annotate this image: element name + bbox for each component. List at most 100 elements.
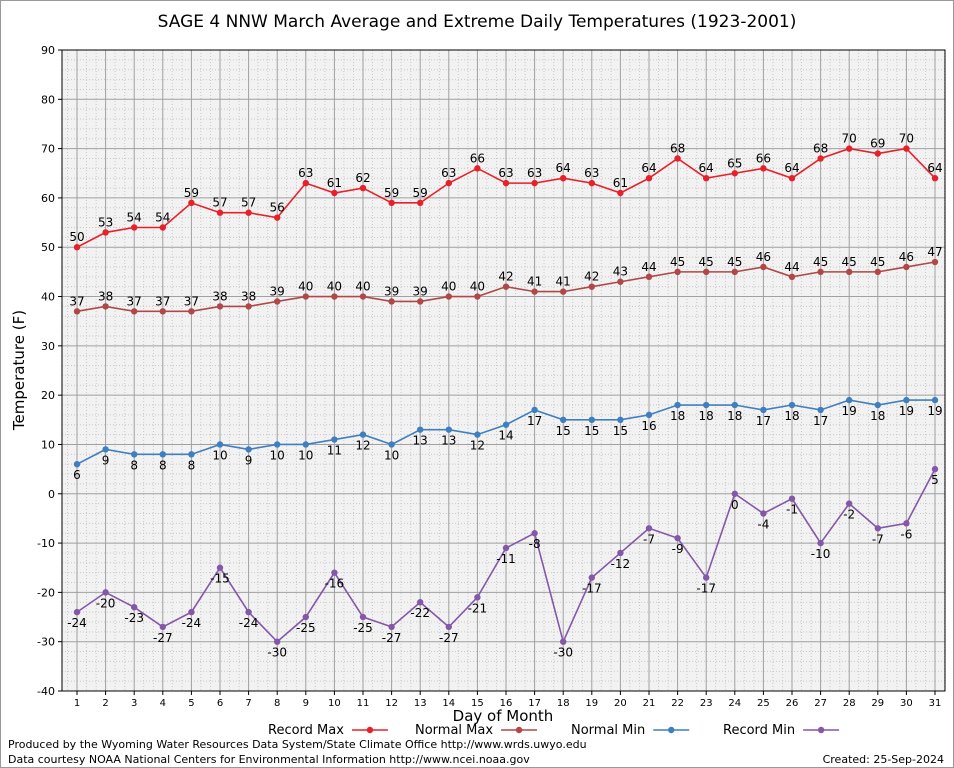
data-label: 43 [613, 265, 628, 279]
data-point [159, 308, 166, 315]
data-label: 61 [613, 176, 628, 190]
data-point [703, 401, 710, 409]
data-label: 10 [270, 448, 285, 462]
data-point [474, 165, 481, 172]
data-point [531, 406, 538, 414]
x-tick-label: 22 [671, 698, 684, 709]
data-point [245, 209, 252, 216]
data-point [588, 416, 595, 424]
data-label: 46 [899, 250, 914, 264]
y-tick-label: 90 [41, 44, 55, 57]
x-tick-label: 9 [303, 698, 309, 709]
data-point [846, 500, 853, 507]
data-label: -4 [757, 517, 769, 531]
data-point [445, 623, 452, 631]
data-label: -24 [67, 616, 87, 630]
data-label: 13 [441, 434, 456, 448]
data-label: -2 [843, 508, 855, 522]
data-point [359, 184, 367, 192]
data-label: 40 [298, 280, 313, 294]
data-label: 61 [327, 176, 342, 190]
data-label: 11 [327, 444, 342, 458]
data-label: 12 [355, 439, 370, 453]
data-point [159, 451, 166, 458]
data-point [931, 465, 939, 473]
data-label: 66 [470, 151, 485, 165]
data-label: 40 [441, 280, 456, 294]
data-label: 9 [102, 453, 110, 467]
data-point [703, 268, 710, 276]
data-label: -27 [439, 631, 459, 645]
x-tick-label: 28 [843, 698, 856, 709]
data-point [903, 145, 910, 152]
data-label: 45 [670, 255, 685, 269]
x-tick-label: 5 [188, 698, 194, 709]
data-point [417, 298, 424, 305]
data-point [645, 525, 653, 532]
data-label: 0 [731, 498, 739, 512]
y-tick-label: 60 [41, 192, 55, 205]
x-tick-label: 23 [700, 698, 713, 709]
data-label: 10 [212, 448, 227, 462]
data-label: 56 [270, 201, 285, 215]
data-point [73, 608, 81, 616]
data-label: 44 [784, 260, 799, 274]
data-label: 9 [245, 453, 253, 467]
data-point [102, 303, 109, 310]
data-label: -10 [811, 547, 831, 561]
y-tick-label: 0 [48, 488, 55, 501]
data-label: 66 [756, 151, 771, 165]
data-point [674, 401, 681, 409]
data-label: 45 [870, 255, 885, 269]
data-label: 37 [69, 294, 84, 308]
data-label: 8 [130, 458, 138, 472]
data-point [874, 150, 881, 157]
series-record-max: 50 53 54 54 59 57 57 56 63 61 62 59 59 63 66 63 63 64 63 61… [69, 132, 943, 251]
data-point [245, 608, 252, 616]
data-label: -24 [239, 616, 259, 630]
data-label: 53 [98, 215, 113, 229]
data-point [617, 189, 624, 197]
data-label: 17 [813, 414, 828, 428]
x-tick-label: 29 [871, 698, 884, 709]
data-point [388, 199, 395, 207]
x-tick-label: 3 [131, 698, 137, 709]
data-label: -15 [210, 572, 230, 586]
data-label: 15 [556, 424, 571, 438]
data-label: 14 [498, 429, 513, 443]
data-point [474, 431, 481, 438]
data-point [760, 510, 767, 517]
data-label: 8 [188, 458, 196, 472]
data-point [274, 214, 281, 221]
data-label: 57 [212, 196, 227, 210]
legend-label: Record Min [723, 723, 795, 738]
data-point [674, 534, 681, 542]
data-label: 69 [870, 137, 885, 151]
legend-label: Normal Min [571, 723, 645, 738]
data-point [331, 189, 338, 197]
data-point [731, 490, 738, 497]
y-tick-label: -30 [37, 636, 55, 649]
chart-title: SAGE 4 NNW March Average and Extreme Dai… [158, 12, 797, 32]
data-label: 45 [813, 255, 828, 269]
data-label: 70 [842, 132, 857, 146]
data-label: 54 [155, 211, 170, 225]
data-point [73, 460, 81, 468]
data-label: 45 [842, 255, 857, 269]
data-label: 42 [584, 270, 599, 284]
data-point [874, 401, 881, 409]
y-tick-label: 40 [41, 291, 55, 304]
data-label: 64 [699, 161, 714, 175]
x-tick-label: 6 [217, 698, 223, 709]
data-point [359, 431, 367, 438]
data-point [359, 613, 367, 621]
data-label: 44 [641, 260, 656, 274]
data-point [731, 268, 738, 276]
data-label: -20 [96, 596, 116, 610]
data-label: 40 [327, 280, 342, 294]
y-tick-label: -20 [37, 586, 55, 599]
data-point [531, 530, 538, 537]
data-point [131, 603, 138, 611]
data-point [73, 308, 81, 315]
data-point [817, 268, 824, 276]
